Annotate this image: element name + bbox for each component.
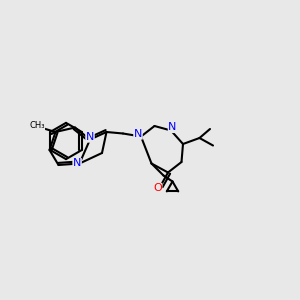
Text: N: N	[86, 132, 94, 142]
Text: N: N	[168, 122, 177, 133]
Text: CH₃: CH₃	[29, 122, 45, 130]
Text: N: N	[134, 129, 142, 139]
Text: O: O	[153, 183, 162, 194]
Text: N: N	[73, 158, 81, 169]
